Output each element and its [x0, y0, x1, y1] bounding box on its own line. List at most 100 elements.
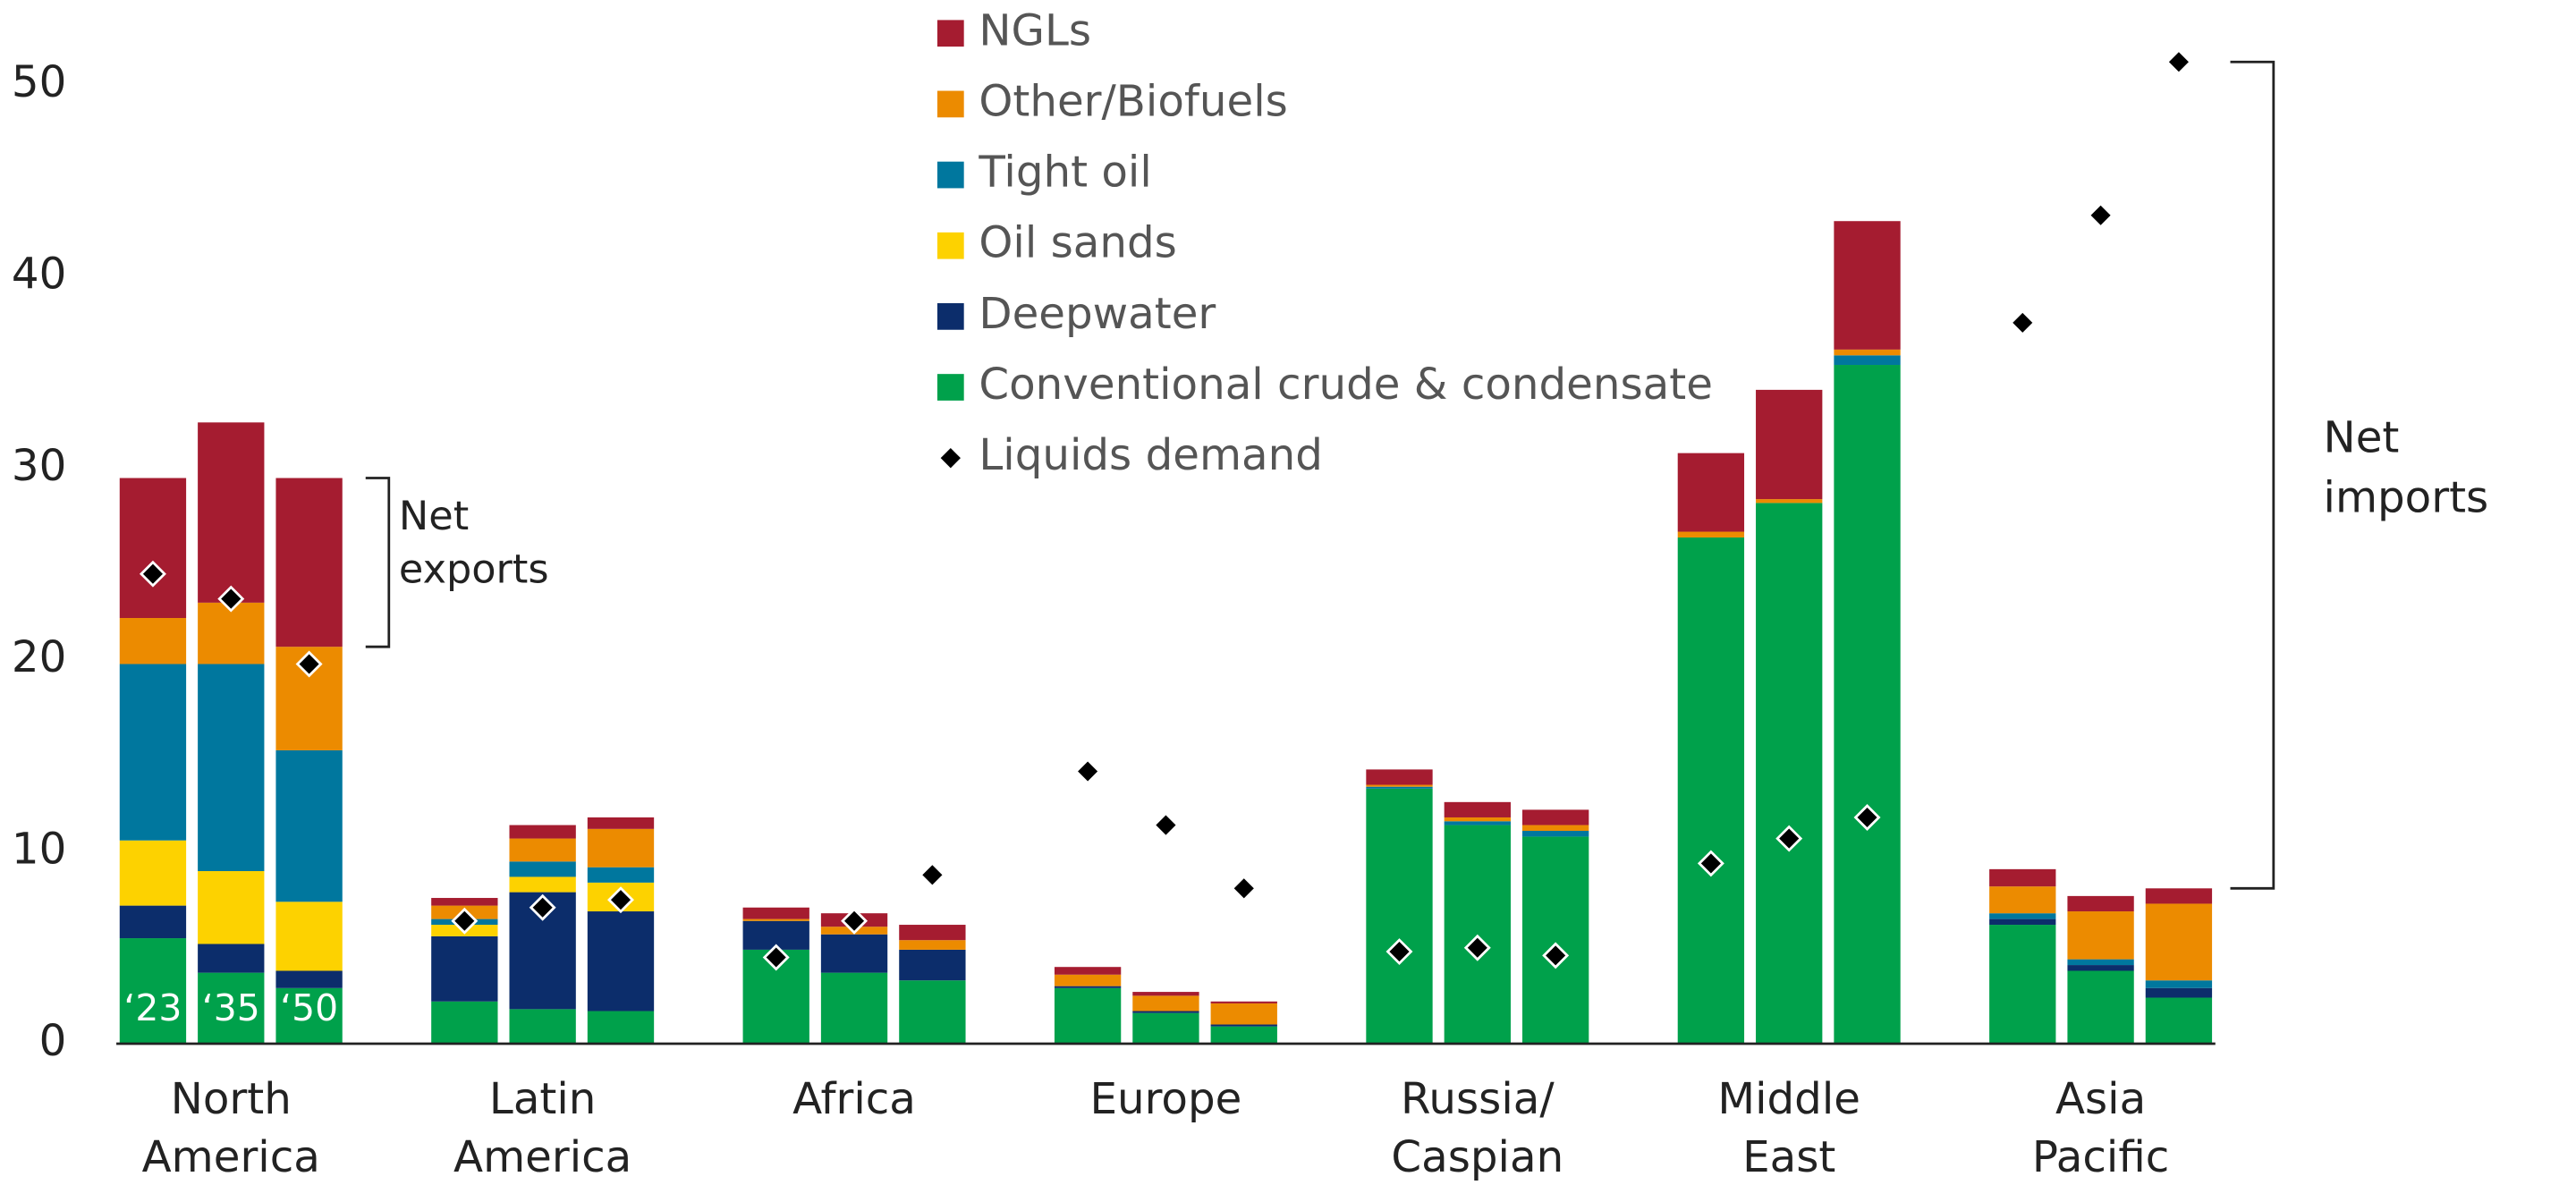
bar-segment — [742, 918, 809, 921]
y-tick-label: 10 — [12, 825, 66, 875]
y-tick-label: 20 — [12, 632, 66, 682]
bar-segment — [1677, 531, 1745, 537]
bar-segment — [2067, 970, 2134, 1044]
bar-segment — [1132, 992, 1199, 996]
bar-segment — [119, 840, 187, 906]
legend-swatch — [936, 20, 964, 47]
bar-segment — [1756, 389, 1823, 500]
bar-segment — [820, 934, 888, 973]
legend-swatch — [940, 448, 961, 469]
period-label: ‘23 — [123, 986, 182, 1029]
demand-marker — [451, 907, 479, 935]
bar-segment — [2145, 997, 2213, 1044]
bar-segment — [509, 861, 576, 877]
demand-marker — [2087, 201, 2114, 229]
bar-segment — [899, 940, 966, 950]
demand-marker — [1853, 804, 1881, 831]
demand-marker — [139, 560, 166, 588]
bar-segment — [431, 898, 498, 906]
demand-marker — [2009, 309, 2037, 336]
bar-segment — [1210, 1003, 1277, 1025]
bar-segment — [1444, 817, 1511, 822]
bar-segment — [1989, 925, 2056, 1044]
bar-segment — [1989, 913, 2056, 919]
bar-segment — [198, 664, 265, 872]
bar-segment — [275, 749, 343, 902]
demand-marker — [1775, 825, 1803, 852]
bar-segment — [119, 618, 187, 664]
bar-segment — [587, 828, 655, 868]
bar-segment — [742, 907, 809, 919]
bar-segment — [587, 911, 655, 1011]
demand-marker — [1542, 942, 1570, 969]
demand-marker — [1152, 811, 1180, 839]
bar-segment — [1756, 503, 1823, 1044]
demand-marker — [1230, 875, 1258, 902]
bar-segment — [198, 422, 265, 603]
demand-marker — [1385, 938, 1413, 966]
bar-segment — [1054, 987, 1122, 1044]
bar-segment — [1210, 1024, 1277, 1027]
bracket — [2230, 60, 2275, 890]
demand-marker — [2165, 48, 2192, 76]
bar-segment — [119, 664, 187, 841]
bar-segment — [1521, 836, 1589, 1044]
demand-marker — [1697, 850, 1724, 877]
y-tick-label: 0 — [39, 1016, 67, 1066]
bar-segment — [899, 980, 966, 1044]
bar-segment — [509, 876, 576, 893]
bar-segment — [1834, 221, 1901, 350]
bar-segment — [1756, 499, 1823, 504]
bar-segment — [275, 901, 343, 971]
bar-segment — [1444, 821, 1511, 825]
bar-segment — [2067, 965, 2134, 971]
demand-marker — [762, 944, 790, 971]
bracket — [365, 477, 391, 648]
bar-segment — [1366, 786, 1433, 789]
demand-marker — [607, 886, 634, 914]
legend-swatch — [936, 303, 964, 330]
bar-segment — [1132, 1012, 1199, 1044]
bar-segment — [2145, 980, 2213, 988]
period-label: ‘50 — [280, 986, 338, 1029]
legend-label: Conventional crude & condensate — [979, 360, 1713, 410]
bar-segment — [1366, 788, 1433, 1044]
bar-segment — [1444, 825, 1511, 1044]
x-tick-label: Asia Pacific — [2032, 1074, 2170, 1182]
bar-segment — [820, 972, 888, 1044]
demand-marker — [217, 585, 245, 613]
legend-swatch — [936, 161, 964, 189]
bar-segment — [899, 925, 966, 941]
bar-segment — [198, 871, 265, 944]
bar-segment — [1132, 1011, 1199, 1013]
demand-marker — [1463, 934, 1491, 961]
bar-segment — [2145, 888, 2213, 904]
x-tick-label: Russia/Caspian — [1391, 1074, 1563, 1182]
bar-segment — [1054, 974, 1122, 986]
bar-segment — [1132, 995, 1199, 1011]
x-tick-label: Middle East — [1717, 1074, 1860, 1182]
x-tick-label: North America — [142, 1074, 320, 1182]
bar-segment — [587, 817, 655, 829]
bar-segment — [2145, 987, 2213, 998]
bar-segment — [1054, 967, 1122, 975]
bar-segment — [2067, 911, 2134, 960]
bar-segment — [2067, 895, 2134, 912]
legend-swatch — [936, 90, 964, 118]
bar-segment — [1210, 1026, 1277, 1044]
bar-segment — [431, 935, 498, 1002]
annotation: Net exports — [399, 493, 549, 592]
legend-label: Oil sands — [979, 218, 1176, 268]
bar-segment — [1210, 1001, 1277, 1003]
x-tick-label: Europe — [1090, 1074, 1242, 1124]
bar-segment — [431, 1001, 498, 1044]
bar-segment — [509, 838, 576, 862]
demand-marker — [529, 893, 556, 921]
bar-segment — [1989, 918, 2056, 926]
bar-segment — [1366, 769, 1433, 785]
demand-marker — [841, 907, 869, 935]
bar-segment — [275, 478, 343, 648]
bar-segment — [1834, 355, 1901, 366]
bar-segment — [587, 1011, 655, 1044]
